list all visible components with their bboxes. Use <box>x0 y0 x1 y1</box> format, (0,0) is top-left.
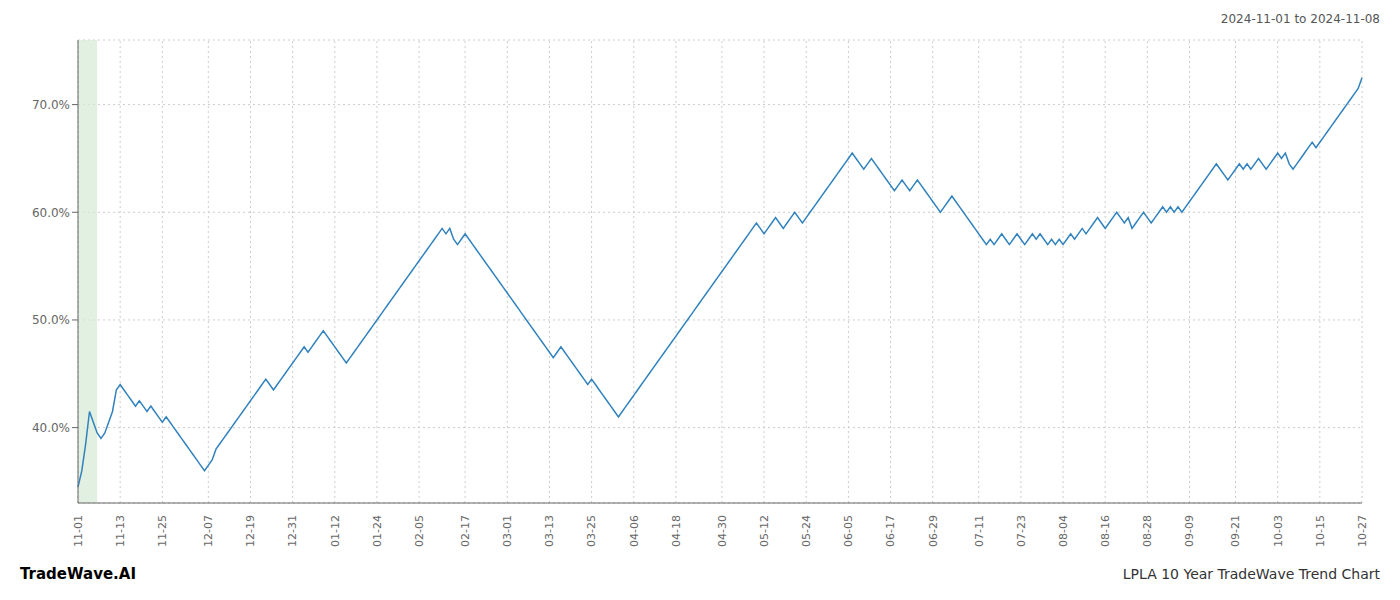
svg-text:12-19: 12-19 <box>244 515 257 547</box>
svg-text:02-17: 02-17 <box>459 515 472 547</box>
svg-text:06-05: 06-05 <box>842 515 855 547</box>
svg-text:40.0%: 40.0% <box>32 421 70 435</box>
svg-text:12-07: 12-07 <box>202 515 215 547</box>
svg-text:11-25: 11-25 <box>156 515 169 547</box>
html-text:2024-11-01 to 2024-11-08: 2024-11-01 to 2024-11-08 <box>1220 12 1380 26</box>
svg-text:12-31: 12-31 <box>286 515 299 547</box>
svg-text:03-25: 03-25 <box>585 515 598 547</box>
svg-text:09-09: 09-09 <box>1183 515 1196 547</box>
svg-text:03-13: 03-13 <box>543 515 556 547</box>
svg-text:04-30: 04-30 <box>716 515 729 547</box>
svg-text:11-13: 11-13 <box>114 515 127 547</box>
svg-text:11-01: 11-01 <box>72 515 85 547</box>
svg-text:05-24: 05-24 <box>800 515 813 547</box>
html-text:LPLA 10 Year TradeWave Trend C: LPLA 10 Year TradeWave Trend Chart <box>1122 566 1380 582</box>
svg-text:05-12: 05-12 <box>758 515 771 547</box>
svg-text:10-15: 10-15 <box>1314 515 1327 547</box>
svg-text:04-06: 04-06 <box>628 515 641 547</box>
svg-text:08-16: 08-16 <box>1099 515 1112 547</box>
svg-text:04-18: 04-18 <box>670 515 683 547</box>
svg-text:70.0%: 70.0% <box>32 98 70 112</box>
svg-text:01-24: 01-24 <box>371 515 384 547</box>
svg-text:08-04: 08-04 <box>1057 515 1070 547</box>
svg-text:09-21: 09-21 <box>1229 515 1242 547</box>
svg-text:06-29: 06-29 <box>927 515 940 547</box>
svg-text:01-12: 01-12 <box>329 515 342 547</box>
svg-text:10-03: 10-03 <box>1272 515 1285 547</box>
svg-text:06-17: 06-17 <box>884 515 897 547</box>
svg-text:10-27: 10-27 <box>1356 515 1369 547</box>
svg-text:08-28: 08-28 <box>1141 515 1154 547</box>
svg-text:60.0%: 60.0% <box>32 206 70 220</box>
svg-text:07-11: 07-11 <box>973 515 986 547</box>
svg-text:03-01: 03-01 <box>501 515 514 547</box>
svg-text:07-23: 07-23 <box>1015 515 1028 547</box>
html-text:TradeWave.AI: TradeWave.AI <box>20 565 136 583</box>
svg-text:02-05: 02-05 <box>413 515 426 547</box>
svg-text:50.0%: 50.0% <box>32 313 70 327</box>
